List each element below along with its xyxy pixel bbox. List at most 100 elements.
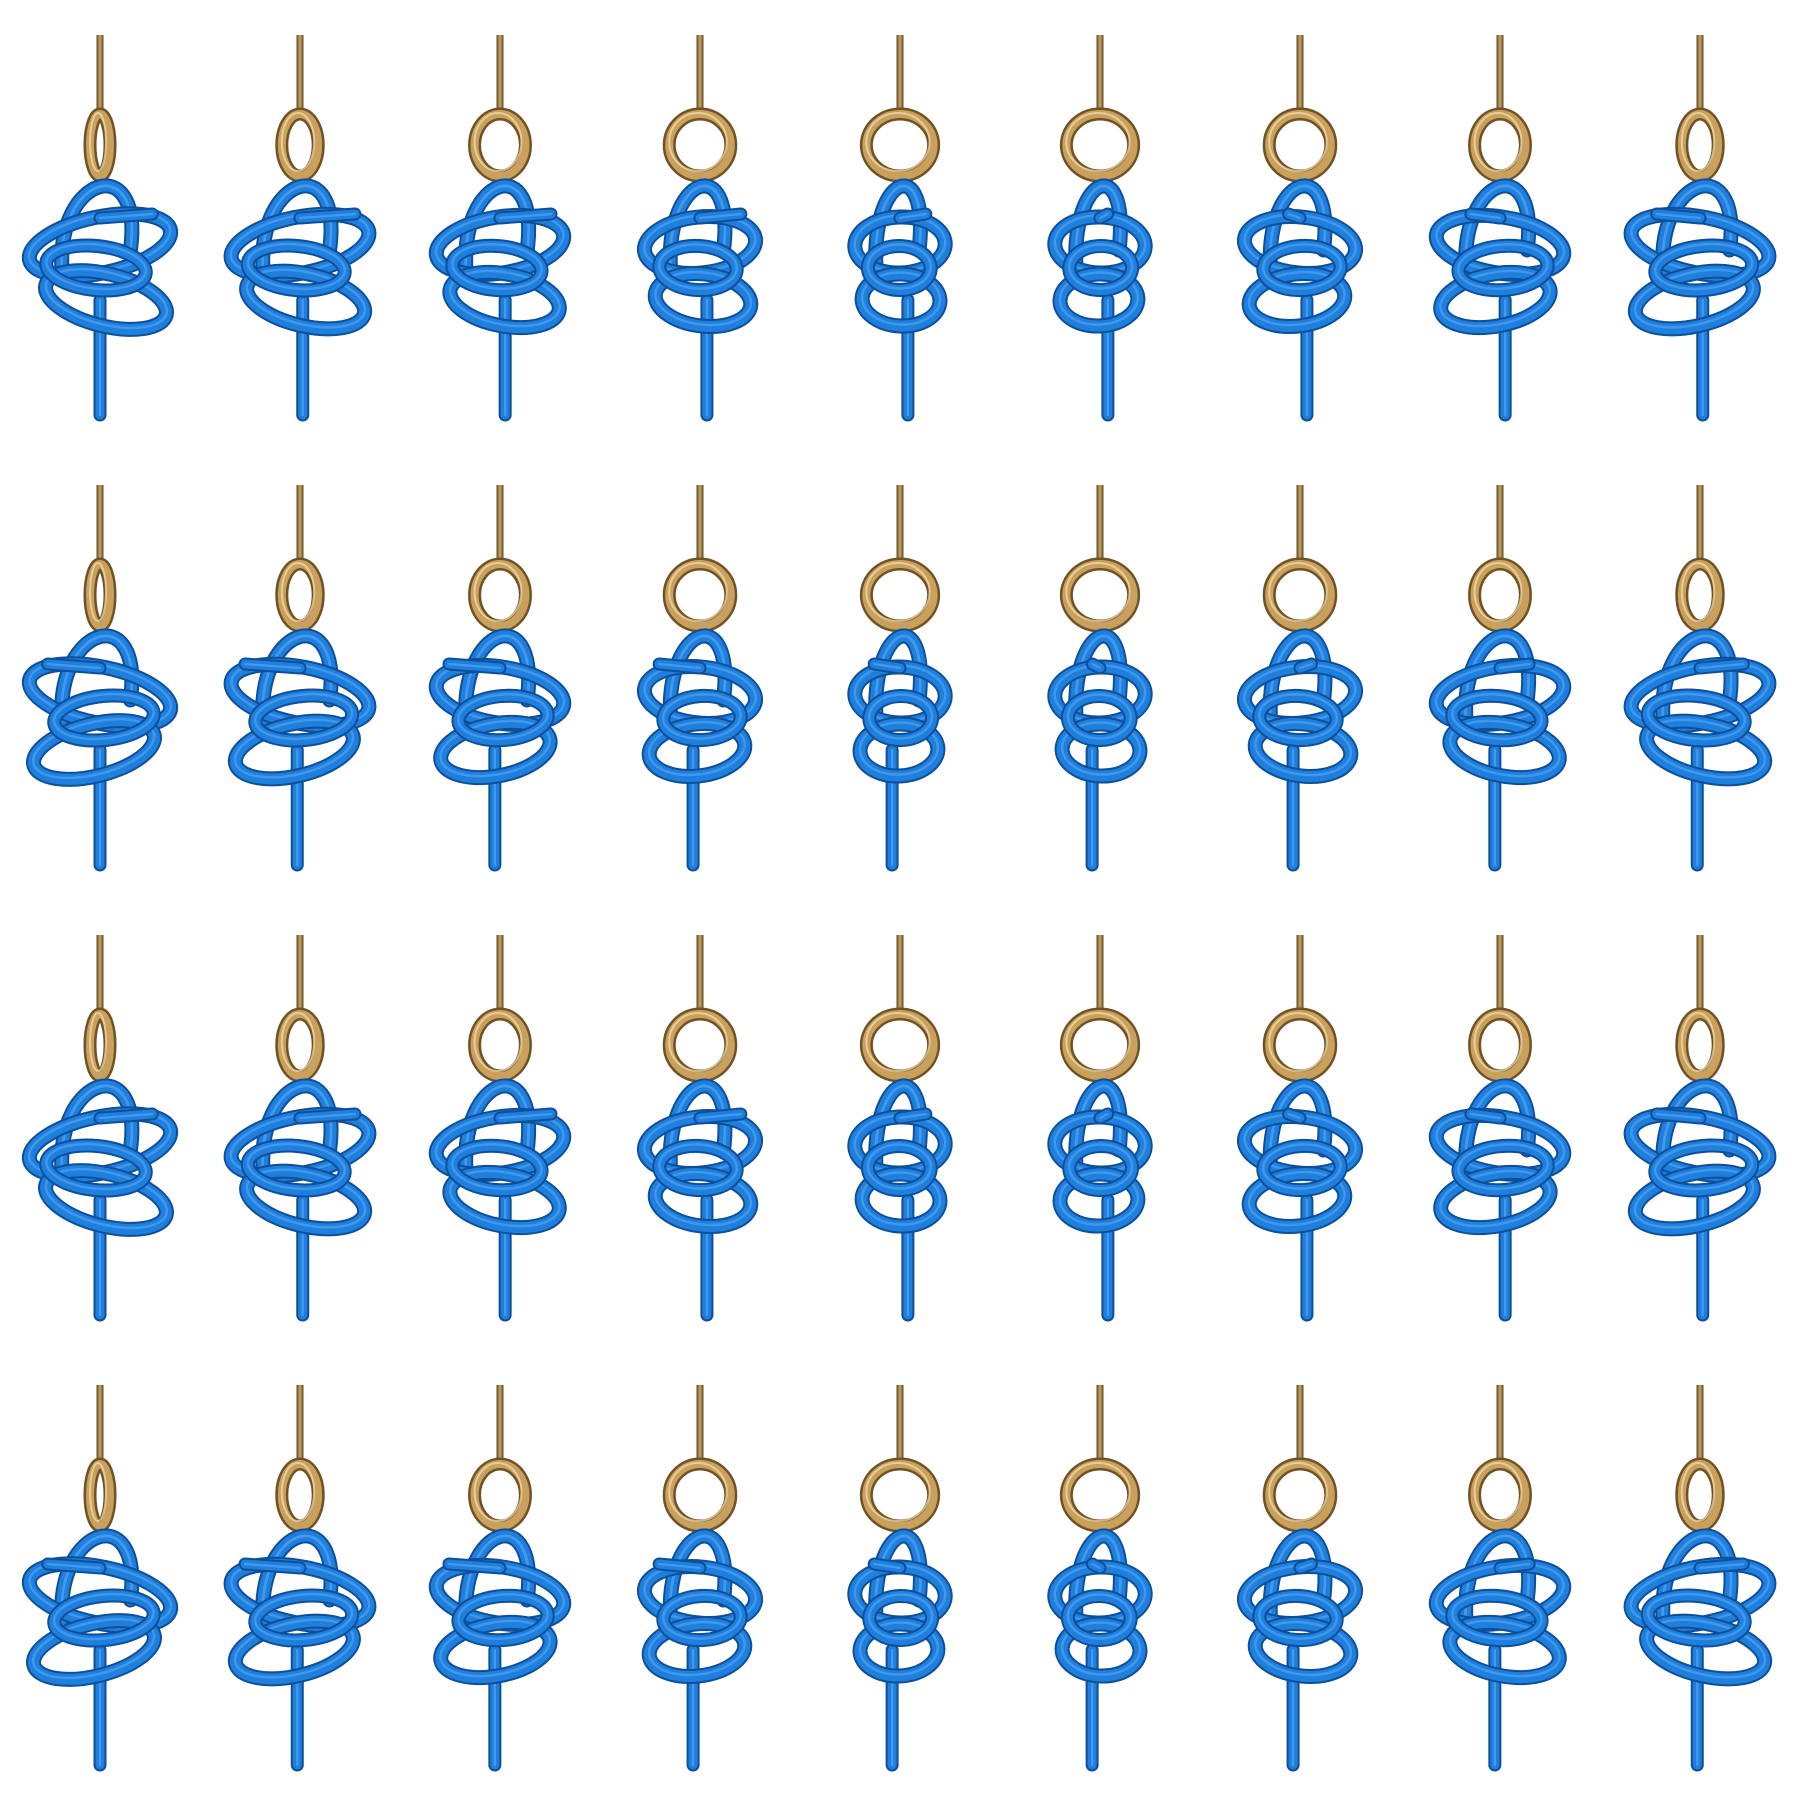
rope-knot-icon [847, 1528, 953, 1772]
knot-frame [1047, 1385, 1153, 1772]
knot-frame [1236, 485, 1364, 872]
brass-ring-icon [275, 1457, 325, 1533]
brass-ring-icon [662, 107, 738, 183]
hook-rod-icon [896, 35, 904, 115]
knot-frame [428, 1385, 572, 1772]
knot-frame [636, 35, 764, 422]
rope-knot-icon [1047, 178, 1153, 422]
hook-rod-icon [1496, 35, 1504, 115]
hook-rod-icon [1696, 935, 1704, 1015]
hook-rod-icon [296, 485, 304, 565]
hook-rod-icon [496, 935, 504, 1015]
knot-frame [1047, 485, 1153, 872]
knot-frame [1236, 35, 1364, 422]
brass-ring-icon [1675, 557, 1725, 633]
brass-ring-icon [859, 1457, 941, 1533]
knot-frame [1428, 1385, 1572, 1772]
rope-knot-icon [1047, 628, 1153, 872]
hook-rod-icon [1096, 935, 1104, 1015]
brass-ring-icon [275, 107, 325, 183]
knot-frame [847, 1385, 953, 1772]
knot-frame [428, 485, 572, 872]
hook-rod-icon [1696, 35, 1704, 115]
hook-rod-icon [296, 1385, 304, 1465]
brass-ring-icon [83, 1007, 117, 1083]
rope-knot-icon [1623, 178, 1777, 422]
knot-frame [847, 935, 953, 1322]
rope-knot-icon [428, 628, 572, 872]
hook-rod-icon [696, 1385, 704, 1465]
knot-frame [223, 35, 377, 422]
brass-ring-icon [468, 1457, 532, 1533]
rope-knot-icon [223, 1528, 377, 1772]
brass-ring-icon [468, 1007, 532, 1083]
rope-knot-icon [847, 178, 953, 422]
rope-knot-icon [636, 1078, 764, 1322]
brass-ring-icon [1059, 1007, 1141, 1083]
brass-ring-icon [1059, 107, 1141, 183]
brass-ring-icon [662, 557, 738, 633]
rope-knot-icon [428, 178, 572, 422]
rope-knot-icon [21, 1528, 179, 1772]
knot-frame [21, 1385, 179, 1772]
hook-rod-icon [1496, 1385, 1504, 1465]
brass-ring-icon [275, 557, 325, 633]
rope-knot-icon [1236, 1078, 1364, 1322]
hook-rod-icon [896, 1385, 904, 1465]
rope-knot-icon [1428, 628, 1572, 872]
brass-ring-icon [468, 107, 532, 183]
knot-frame [1047, 935, 1153, 1322]
brass-ring-icon [662, 1457, 738, 1533]
hook-rod-icon [1096, 35, 1104, 115]
brass-ring-icon [1468, 1457, 1532, 1533]
rope-knot-icon [1428, 178, 1572, 422]
rope-knot-icon [636, 1528, 764, 1772]
rope-knot-icon [1623, 1078, 1777, 1322]
brass-ring-icon [1059, 557, 1141, 633]
rope-knot-icon [223, 178, 377, 422]
rope-knot-icon [1428, 1078, 1572, 1322]
hook-rod-icon [1496, 935, 1504, 1015]
brass-ring-icon [83, 557, 117, 633]
brass-ring-icon [859, 1007, 941, 1083]
brass-ring-icon [1262, 1007, 1338, 1083]
rope-knot-icon [847, 1078, 953, 1322]
brass-ring-icon [859, 107, 941, 183]
hook-rod-icon [96, 485, 104, 565]
hook-rod-icon [696, 935, 704, 1015]
hook-rod-icon [296, 35, 304, 115]
knot-frame [1428, 485, 1572, 872]
knot-frame [1236, 1385, 1364, 1772]
rope-knot-icon [847, 628, 953, 872]
knot-frame [1428, 935, 1572, 1322]
knot-frame [1428, 35, 1572, 422]
rope-knot-icon [1623, 1528, 1777, 1772]
knot-frame [847, 35, 953, 422]
rope-knot-icon [1047, 1528, 1153, 1772]
hook-rod-icon [696, 35, 704, 115]
rope-knot-icon [1428, 1528, 1572, 1772]
brass-ring-icon [1468, 557, 1532, 633]
rope-knot-icon [1236, 1528, 1364, 1772]
hook-rod-icon [896, 935, 904, 1015]
knot-frame [636, 1385, 764, 1772]
knot-frame [223, 1385, 377, 1772]
hook-rod-icon [1296, 485, 1304, 565]
knot-frame [636, 485, 764, 872]
knot-frame [1623, 485, 1777, 872]
knot-frame [21, 935, 179, 1322]
rope-knot-icon [21, 628, 179, 872]
rope-knot-icon [636, 178, 764, 422]
rope-knot-icon [1236, 178, 1364, 422]
knot-frame [223, 485, 377, 872]
knot-frame [847, 485, 953, 872]
knot-frame [1236, 935, 1364, 1322]
knot-frame [636, 935, 764, 1322]
knot-frame [21, 35, 179, 422]
rope-knot-icon [21, 1078, 179, 1322]
brass-ring-icon [1675, 1007, 1725, 1083]
knot-frame [223, 935, 377, 1322]
hook-rod-icon [896, 485, 904, 565]
rope-knot-icon [428, 1528, 572, 1772]
